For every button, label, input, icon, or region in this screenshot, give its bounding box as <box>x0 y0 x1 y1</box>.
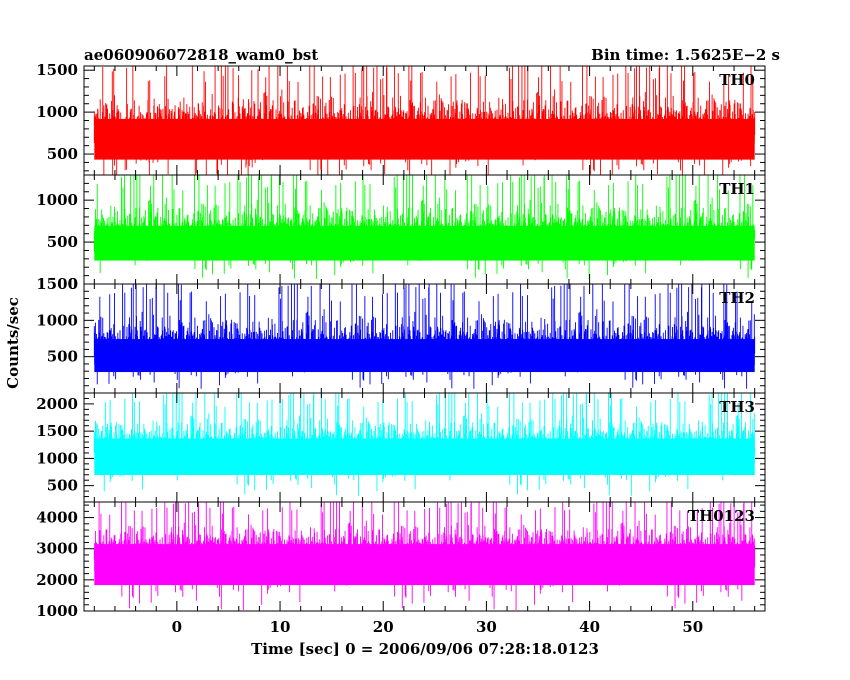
y-tick-label: 1500 <box>36 422 78 440</box>
y-tick-label: 1000 <box>36 191 78 209</box>
y-tick-label: 500 <box>47 233 78 251</box>
y-tick-label: 2000 <box>36 395 78 413</box>
panel-th0123: 1000 2000 3000 4000 TH0123 <box>36 501 766 620</box>
panel-th2: 500 1000 1500 TH2 <box>36 275 766 394</box>
y-tick-label: 500 <box>47 477 78 495</box>
y-tick-label: 4000 <box>36 509 78 527</box>
panels-group: 50010001500TH005001000TH150010001500TH25… <box>36 61 766 620</box>
panel-label: TH3 <box>719 398 755 416</box>
x-tick-label: 10 <box>270 618 291 636</box>
series-band-th0 <box>94 118 755 160</box>
panel-label: TH0123 <box>688 507 755 525</box>
panel-label: TH0 <box>719 71 755 89</box>
y-tick-label: 1000 <box>36 449 78 467</box>
x-tick-label: 50 <box>682 618 703 636</box>
series-band-th2 <box>94 339 755 373</box>
y-tick-label: 500 <box>47 348 78 366</box>
x-axis: 0 10 20 30 40 50 <box>172 618 704 636</box>
series-th2 <box>93 284 756 389</box>
y-tick-label: 1000 <box>36 103 78 121</box>
y-tick-label: 0 <box>68 275 78 293</box>
x-axis-label: Time [sec] 0 = 2006/09/06 07:28:18.0123 <box>251 640 599 658</box>
series-th1 <box>93 175 756 279</box>
y-tick-label: 1500 <box>36 61 78 79</box>
panel-label: TH2 <box>719 289 755 307</box>
figure-title-left: ae060906072818_wam0_bst <box>84 46 318 64</box>
x-tick-label: 30 <box>476 618 497 636</box>
y-tick-label: 2000 <box>36 571 78 589</box>
panel-th0: 500 1000 1500 TH0 <box>36 61 766 176</box>
y-tick-label: 1000 <box>36 602 78 620</box>
panel-label: TH1 <box>719 180 755 198</box>
y-tick-label: 1500 <box>36 275 78 293</box>
series-band-th0123 <box>94 544 755 586</box>
y-tick-label: 500 <box>47 145 78 163</box>
panel-th3: 500 1000 1500 2000 TH3 <box>36 392 766 503</box>
y-tick-label: 3000 <box>36 540 78 558</box>
figure-title-right: Bin time: 1.5625E−2 s <box>591 46 780 64</box>
y-tick-label: 1000 <box>36 311 78 329</box>
series-band-th3 <box>94 438 755 475</box>
series-band-th1 <box>94 225 755 261</box>
x-tick-label: 20 <box>373 618 394 636</box>
x-tick-label: 0 <box>172 618 182 636</box>
panel-th1: 0 500 1000 TH1 <box>36 174 766 293</box>
y-axis-label: Counts/sec <box>4 297 22 389</box>
x-tick-label: 40 <box>579 618 600 636</box>
